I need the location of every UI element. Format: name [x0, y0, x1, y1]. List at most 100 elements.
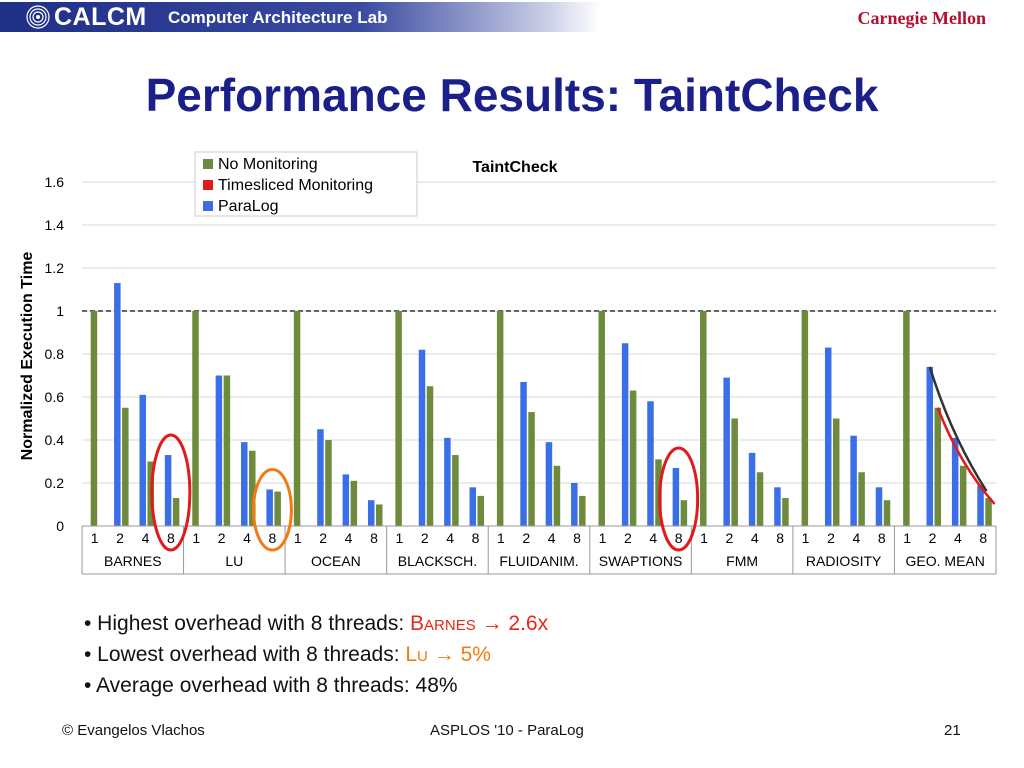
- bar-no-monitoring: [903, 311, 910, 526]
- bar-no-monitoring: [375, 504, 383, 526]
- bar-paralog: [444, 437, 451, 526]
- thread-tick-label: 2: [522, 530, 530, 546]
- legend-label: Timesliced Monitoring: [218, 177, 373, 194]
- thread-tick-label: 2: [624, 530, 632, 546]
- bar-no-monitoring: [122, 407, 129, 526]
- thread-tick-label: 2: [827, 530, 835, 546]
- bar-paralog: [774, 487, 781, 526]
- trend-curve: [936, 407, 996, 505]
- legend-swatch: [203, 201, 213, 211]
- bullet-lowest: • Lowest overhead with 8 threads: Lu → 5…: [84, 639, 548, 670]
- thread-tick-label: 4: [446, 530, 454, 546]
- chart-bars: [90, 283, 992, 526]
- bar-no-monitoring: [680, 500, 688, 526]
- bar-no-monitoring: [274, 491, 281, 526]
- bar-paralog: [367, 500, 375, 526]
- highlight-circle: [251, 467, 293, 552]
- y-tick-label: 1.2: [45, 260, 65, 276]
- bar-paralog: [164, 455, 172, 526]
- thread-tick-label: 8: [675, 530, 683, 546]
- bar-no-monitoring: [883, 500, 891, 526]
- thread-tick-label: 4: [852, 530, 860, 546]
- thread-tick-label: 8: [979, 530, 987, 546]
- legend-swatch: [203, 180, 213, 190]
- thread-tick-label: 2: [929, 530, 937, 546]
- bar-no-monitoring: [90, 311, 98, 526]
- bar-no-monitoring: [858, 472, 865, 526]
- bar-no-monitoring: [553, 465, 561, 526]
- thread-tick-label: 1: [91, 530, 99, 546]
- chart-title: TaintCheck: [472, 159, 557, 176]
- legend-box: [194, 151, 418, 217]
- trend-curve: [928, 366, 988, 492]
- thread-tick-label: 2: [218, 530, 226, 546]
- slide-title: Performance Results: TaintCheck: [145, 69, 879, 121]
- footer-page-number: 21: [944, 722, 961, 739]
- thread-tick-label: 2: [116, 530, 124, 546]
- thread-tick-label: 1: [294, 530, 302, 546]
- bar-no-monitoring: [579, 495, 586, 526]
- y-tick-label: 0.6: [45, 389, 65, 405]
- group-label: GEO. MEAN: [906, 553, 985, 569]
- y-tick-label: 0.2: [45, 475, 65, 491]
- footer-venue: ASPLOS '10 - ParaLog: [430, 722, 584, 739]
- bar-no-monitoring: [801, 311, 809, 526]
- group-label: RADIOSITY: [806, 553, 882, 569]
- bar-no-monitoring: [832, 418, 840, 526]
- thread-tick-label: 1: [599, 530, 607, 546]
- bar-paralog: [266, 489, 273, 526]
- bullet-highest-benchmark: Barnes: [410, 612, 476, 635]
- bar-paralog: [114, 283, 121, 526]
- bullet-lowest-arrow: →: [433, 643, 455, 666]
- thread-tick-label: 8: [878, 530, 886, 546]
- thread-tick-label: 8: [167, 530, 175, 546]
- bullet-highest: • Highest overhead with 8 threads: Barne…: [84, 608, 548, 639]
- bar-paralog: [850, 435, 857, 526]
- bar-paralog: [647, 401, 654, 526]
- thread-tick-label: 8: [269, 530, 277, 546]
- bar-paralog: [418, 349, 426, 526]
- bar-no-monitoring: [700, 311, 707, 526]
- highlight-circle: [658, 446, 700, 552]
- thread-tick-label: 8: [472, 530, 480, 546]
- thread-tick-label: 1: [497, 530, 505, 546]
- legend-label: No Monitoring: [218, 156, 318, 173]
- y-tick-label: 0: [56, 518, 64, 534]
- bar-paralog: [621, 343, 629, 526]
- bullet-average-text: • Average overhead with 8 threads: 48%: [84, 674, 458, 697]
- thread-tick-label: 1: [903, 530, 911, 546]
- bar-paralog: [215, 375, 223, 526]
- bar-paralog: [545, 442, 553, 526]
- bar-no-monitoring: [249, 450, 256, 526]
- lab-short-name: CALCM: [54, 3, 147, 31]
- thread-tick-label: 4: [751, 530, 759, 546]
- bar-paralog: [241, 442, 248, 526]
- bar-paralog: [824, 347, 832, 526]
- bar-no-monitoring: [959, 465, 967, 526]
- chart-gridlines: [82, 181, 996, 484]
- group-label: BLACKSCH.: [398, 553, 477, 569]
- thread-tick-label: 1: [192, 530, 200, 546]
- bullet-lowest-value: 5%: [460, 643, 491, 666]
- bar-no-monitoring: [395, 311, 402, 526]
- thread-tick-label: 1: [395, 530, 403, 546]
- y-tick-label: 0.4: [45, 432, 65, 448]
- bar-paralog: [342, 474, 350, 526]
- legend-label: ParaLog: [218, 198, 279, 215]
- bar-no-monitoring: [934, 407, 942, 526]
- bar-paralog: [951, 437, 959, 526]
- thread-tick-label: 4: [142, 530, 150, 546]
- bar-no-monitoring: [293, 311, 301, 526]
- thread-tick-label: 4: [548, 530, 556, 546]
- thread-tick-label: 2: [421, 530, 429, 546]
- legend-swatch: [203, 159, 213, 169]
- calcm-logo-icon: [26, 5, 50, 29]
- bullet-lowest-benchmark: Lu: [405, 643, 428, 666]
- bar-paralog: [571, 483, 578, 526]
- bar-no-monitoring: [325, 440, 332, 526]
- university-logo-text: Carnegie Mellon: [857, 8, 986, 28]
- bar-no-monitoring: [496, 311, 504, 526]
- thread-tick-label: 4: [345, 530, 353, 546]
- bar-no-monitoring: [731, 418, 738, 526]
- thread-tick-label: 4: [243, 530, 251, 546]
